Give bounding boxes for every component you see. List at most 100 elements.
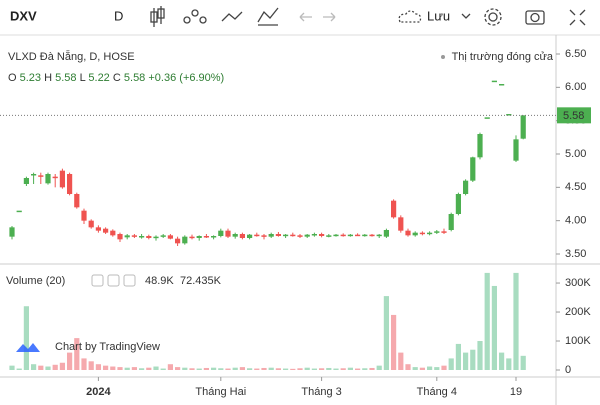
candle-body <box>139 236 145 238</box>
volume-bar <box>175 367 181 370</box>
candle-body <box>95 227 101 231</box>
volume-bar <box>81 358 87 370</box>
candle-body <box>167 235 173 239</box>
volume-bar <box>383 296 389 370</box>
save-button[interactable]: Lưu <box>427 8 450 23</box>
candle-body <box>146 236 152 238</box>
volume-value: 48.9K <box>145 275 174 287</box>
candle-body <box>59 170 65 188</box>
volume-icon[interactable] <box>91 274 104 287</box>
candle-body <box>283 234 289 237</box>
x-tick-label: Tháng 4 <box>417 386 457 398</box>
volume-ma: 72.435K <box>180 275 222 287</box>
candle-body <box>45 174 51 184</box>
candle-body <box>326 235 332 237</box>
volume-bar <box>463 352 469 370</box>
volume-bar <box>261 367 267 370</box>
volume-icon[interactable] <box>107 274 120 287</box>
candle-body <box>211 236 217 238</box>
c-label: C <box>113 72 121 84</box>
volume-bar <box>52 364 58 370</box>
volume-bar <box>369 367 375 370</box>
toolbar-icons[interactable] <box>150 6 586 27</box>
c-value: 5.58 <box>124 72 145 84</box>
x-tick-label: Tháng Hai <box>195 386 246 398</box>
y-tick-label: 0 <box>565 364 571 376</box>
volume-bar <box>434 367 440 370</box>
l-label: L <box>80 72 86 84</box>
candle-body <box>23 178 29 184</box>
candle-body <box>232 234 238 237</box>
candle-body <box>160 235 166 237</box>
volume-bar <box>290 368 296 370</box>
volume-bar <box>139 368 145 370</box>
volume-bar <box>333 368 339 370</box>
volume-bar <box>225 368 231 370</box>
candle-body <box>239 234 245 238</box>
volume-bar <box>211 367 217 370</box>
candle-body <box>131 235 137 237</box>
volume-bar <box>23 306 29 370</box>
candle-body <box>268 234 274 237</box>
candle-body <box>362 234 368 237</box>
candle-body <box>347 234 353 237</box>
volume-bar <box>196 368 202 370</box>
volume-bar <box>283 368 289 370</box>
watermark-logo <box>16 343 40 352</box>
volume-bar <box>189 368 195 370</box>
candle-body <box>484 117 490 119</box>
volume-bar <box>74 338 80 370</box>
symbol[interactable]: DXV <box>10 8 37 23</box>
candle-body <box>52 176 58 179</box>
l-value: 5.22 <box>88 72 109 84</box>
candle-body <box>247 234 253 238</box>
volume-icon[interactable] <box>123 274 136 287</box>
candle-body <box>117 234 123 240</box>
interval[interactable]: D <box>114 8 123 23</box>
candle-body <box>9 227 15 237</box>
candle-body <box>218 230 224 236</box>
volume-bar <box>391 314 397 370</box>
y-tick-label: 4.50 <box>565 181 586 193</box>
y-tick-label: 4.00 <box>565 215 586 227</box>
candle-body <box>74 194 80 208</box>
candle-body <box>383 230 389 237</box>
candle-body <box>419 232 425 235</box>
volume-bar <box>275 368 281 370</box>
watermark: Chart by TradingView <box>55 341 160 353</box>
x-tick-label: 19 <box>510 386 522 398</box>
volume-bar <box>239 367 245 370</box>
volume-bar <box>405 364 411 370</box>
candle-body <box>376 234 382 237</box>
volume-bar <box>160 368 166 370</box>
candle-body <box>319 234 325 236</box>
volume-bar <box>95 364 101 370</box>
volume-bar <box>218 368 224 370</box>
candle-body <box>340 234 346 237</box>
volume-bar <box>491 285 497 370</box>
volume-bar <box>412 367 418 370</box>
volume-bar <box>268 367 274 370</box>
candle-body <box>88 220 94 228</box>
volume-bar <box>484 272 490 370</box>
volume-bar <box>448 358 454 370</box>
y-tick-label: 100K <box>565 335 591 347</box>
candle-body <box>182 236 188 244</box>
volume-bar <box>59 362 65 370</box>
candle-body <box>31 174 37 176</box>
change: +0.36 <box>148 72 176 84</box>
candle-body <box>16 210 22 213</box>
candle-body <box>499 84 505 86</box>
volume-bar <box>499 352 505 370</box>
volume-bar <box>311 368 317 370</box>
volume-bar <box>247 368 253 370</box>
volume-bar <box>38 365 44 370</box>
last-price-label: 5.58 <box>563 110 584 122</box>
y-tick-label: 6.00 <box>565 81 586 93</box>
volume-bar <box>340 368 346 370</box>
volume-bar <box>520 355 526 370</box>
volume-bar <box>45 366 51 370</box>
candle-body <box>470 157 476 181</box>
candle-body <box>434 231 440 233</box>
